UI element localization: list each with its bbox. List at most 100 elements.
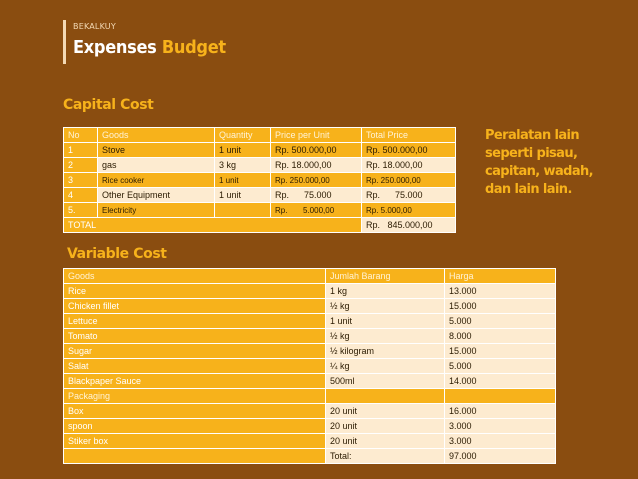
brand-label: BEKALKUY bbox=[73, 22, 116, 31]
header-cell: Total Price bbox=[361, 127, 456, 143]
table-cell: 1 unit bbox=[214, 142, 271, 158]
accent-bar bbox=[63, 20, 66, 64]
table-cell: Lettuce bbox=[63, 313, 326, 329]
table-cell: 3 kg bbox=[214, 157, 271, 173]
table-cell: Other Equipment bbox=[97, 187, 215, 203]
header-cell: Goods bbox=[63, 268, 326, 284]
table-row: Chicken fillet ½ kg 15.000 bbox=[63, 298, 556, 314]
table-cell: Rp. 75.000 bbox=[270, 187, 362, 203]
table-cell: Rp. 5.000,00 bbox=[270, 202, 362, 218]
table-row: Salat ¼ kg 5.000 bbox=[63, 358, 556, 374]
table-cell: Rice cooker bbox=[97, 172, 215, 188]
total-label: Total: bbox=[325, 448, 445, 464]
table-row: 3 Rice cooker 1 unit Rp. 250.000,00 Rp. … bbox=[63, 172, 456, 188]
table-cell: 3 bbox=[63, 172, 98, 188]
table-row: spoon 20 unit 3.000 bbox=[63, 418, 556, 434]
header-cell: Price per Unit bbox=[270, 127, 362, 143]
header-cell: Goods bbox=[97, 127, 215, 143]
table-cell: 14.000 bbox=[444, 373, 556, 389]
table-cell: Rp. 18.000,00 bbox=[270, 157, 362, 173]
table-cell: 1 unit bbox=[325, 313, 445, 329]
table-row: Rice 1 kg 13.000 bbox=[63, 283, 556, 299]
table-row: Blackpaper Sauce 500ml 14.000 bbox=[63, 373, 556, 389]
table-cell: 1 kg bbox=[325, 283, 445, 299]
variable-cost-table: Goods Jumlah Barang Harga Rice 1 kg 13.0… bbox=[63, 268, 556, 464]
table-header-row: No Goods Quantity Price per Unit Total P… bbox=[63, 127, 456, 143]
capital-cost-heading: Capital Cost bbox=[63, 97, 154, 113]
table-row: 5. Electricity Rp. 5.000,00 Rp. 5.000,00 bbox=[63, 202, 456, 218]
table-cell: 16.000 bbox=[444, 403, 556, 419]
table-cell: Rp. 5.000,00 bbox=[361, 202, 456, 218]
table-cell: Chicken fillet bbox=[63, 298, 326, 314]
table-cell: 1 bbox=[63, 142, 98, 158]
table-cell: Rice bbox=[63, 283, 326, 299]
table-cell bbox=[63, 448, 326, 464]
table-row: Box 20 unit 16.000 bbox=[63, 403, 556, 419]
table-cell bbox=[214, 202, 271, 218]
table-cell: 13.000 bbox=[444, 283, 556, 299]
table-row: Tomato ½ kg 8.000 bbox=[63, 328, 556, 344]
table-cell: ¼ kg bbox=[325, 358, 445, 374]
header-cell: Jumlah Barang bbox=[325, 268, 445, 284]
table-cell: Rp. 75.000 bbox=[361, 187, 456, 203]
table-cell: 1 unit bbox=[214, 187, 271, 203]
table-cell: Stove bbox=[97, 142, 215, 158]
table-cell bbox=[325, 388, 445, 404]
table-cell: ½ kg bbox=[325, 298, 445, 314]
table-cell: Stiker box bbox=[63, 433, 326, 449]
table-cell: 1 unit bbox=[214, 172, 271, 188]
title-highlight: Budget bbox=[161, 37, 226, 58]
table-cell: Rp. 18.000,00 bbox=[361, 157, 456, 173]
table-cell: 4 bbox=[63, 187, 98, 203]
table-cell: 5.000 bbox=[444, 358, 556, 374]
capital-cost-table: No Goods Quantity Price per Unit Total P… bbox=[63, 127, 456, 233]
table-cell: Blackpaper Sauce bbox=[63, 373, 326, 389]
table-row: Lettuce 1 unit 5.000 bbox=[63, 313, 556, 329]
table-cell: gas bbox=[97, 157, 215, 173]
table-cell: 8.000 bbox=[444, 328, 556, 344]
title-main: Expenses bbox=[73, 37, 157, 58]
table-cell: 15.000 bbox=[444, 298, 556, 314]
table-cell: 15.000 bbox=[444, 343, 556, 359]
table-cell: spoon bbox=[63, 418, 326, 434]
table-cell: 500ml bbox=[325, 373, 445, 389]
table-cell: 20 unit bbox=[325, 433, 445, 449]
packaging-label: Packaging bbox=[63, 388, 326, 404]
total-label: TOTAL bbox=[63, 217, 362, 233]
total-row: Total: 97.000 bbox=[63, 448, 556, 464]
table-row: 1 Stove 1 unit Rp. 500.000,00 Rp. 500.00… bbox=[63, 142, 456, 158]
table-cell: Rp. 250.000,00 bbox=[270, 172, 362, 188]
table-cell: Rp. 500.000,00 bbox=[270, 142, 362, 158]
table-cell: 2 bbox=[63, 157, 98, 173]
table-cell: Tomato bbox=[63, 328, 326, 344]
table-cell: ½ kilogram bbox=[325, 343, 445, 359]
header-cell: Quantity bbox=[214, 127, 271, 143]
header-cell: Harga bbox=[444, 268, 556, 284]
page-title: Expenses Budget bbox=[73, 37, 226, 58]
table-row: 4 Other Equipment 1 unit Rp. 75.000 Rp. … bbox=[63, 187, 456, 203]
table-cell: 3.000 bbox=[444, 418, 556, 434]
table-cell: 5.000 bbox=[444, 313, 556, 329]
variable-cost-heading: Variable Cost bbox=[67, 246, 167, 262]
table-cell: Rp. 500.000,00 bbox=[361, 142, 456, 158]
table-header-row: Goods Jumlah Barang Harga bbox=[63, 268, 556, 284]
table-cell: Electricity bbox=[97, 202, 215, 218]
table-row: 2 gas 3 kg Rp. 18.000,00 Rp. 18.000,00 bbox=[63, 157, 456, 173]
table-cell: Box bbox=[63, 403, 326, 419]
table-cell: 20 unit bbox=[325, 418, 445, 434]
header-cell: No bbox=[63, 127, 98, 143]
total-value: Rp. 845.000,00 bbox=[361, 217, 456, 233]
table-cell: Rp. 250.000,00 bbox=[361, 172, 456, 188]
table-cell: ½ kg bbox=[325, 328, 445, 344]
table-cell: 3.000 bbox=[444, 433, 556, 449]
table-cell: Salat bbox=[63, 358, 326, 374]
total-value: 97.000 bbox=[444, 448, 556, 464]
table-cell bbox=[444, 388, 556, 404]
equipment-note: Peralatan lain seperti pisau, capitan, w… bbox=[485, 128, 594, 197]
table-cell: 20 unit bbox=[325, 403, 445, 419]
table-row: Sugar ½ kilogram 15.000 bbox=[63, 343, 556, 359]
table-cell: 5. bbox=[63, 202, 98, 218]
total-row: TOTAL Rp. 845.000,00 bbox=[63, 217, 456, 233]
table-cell: Sugar bbox=[63, 343, 326, 359]
packaging-section-row: Packaging bbox=[63, 388, 556, 404]
